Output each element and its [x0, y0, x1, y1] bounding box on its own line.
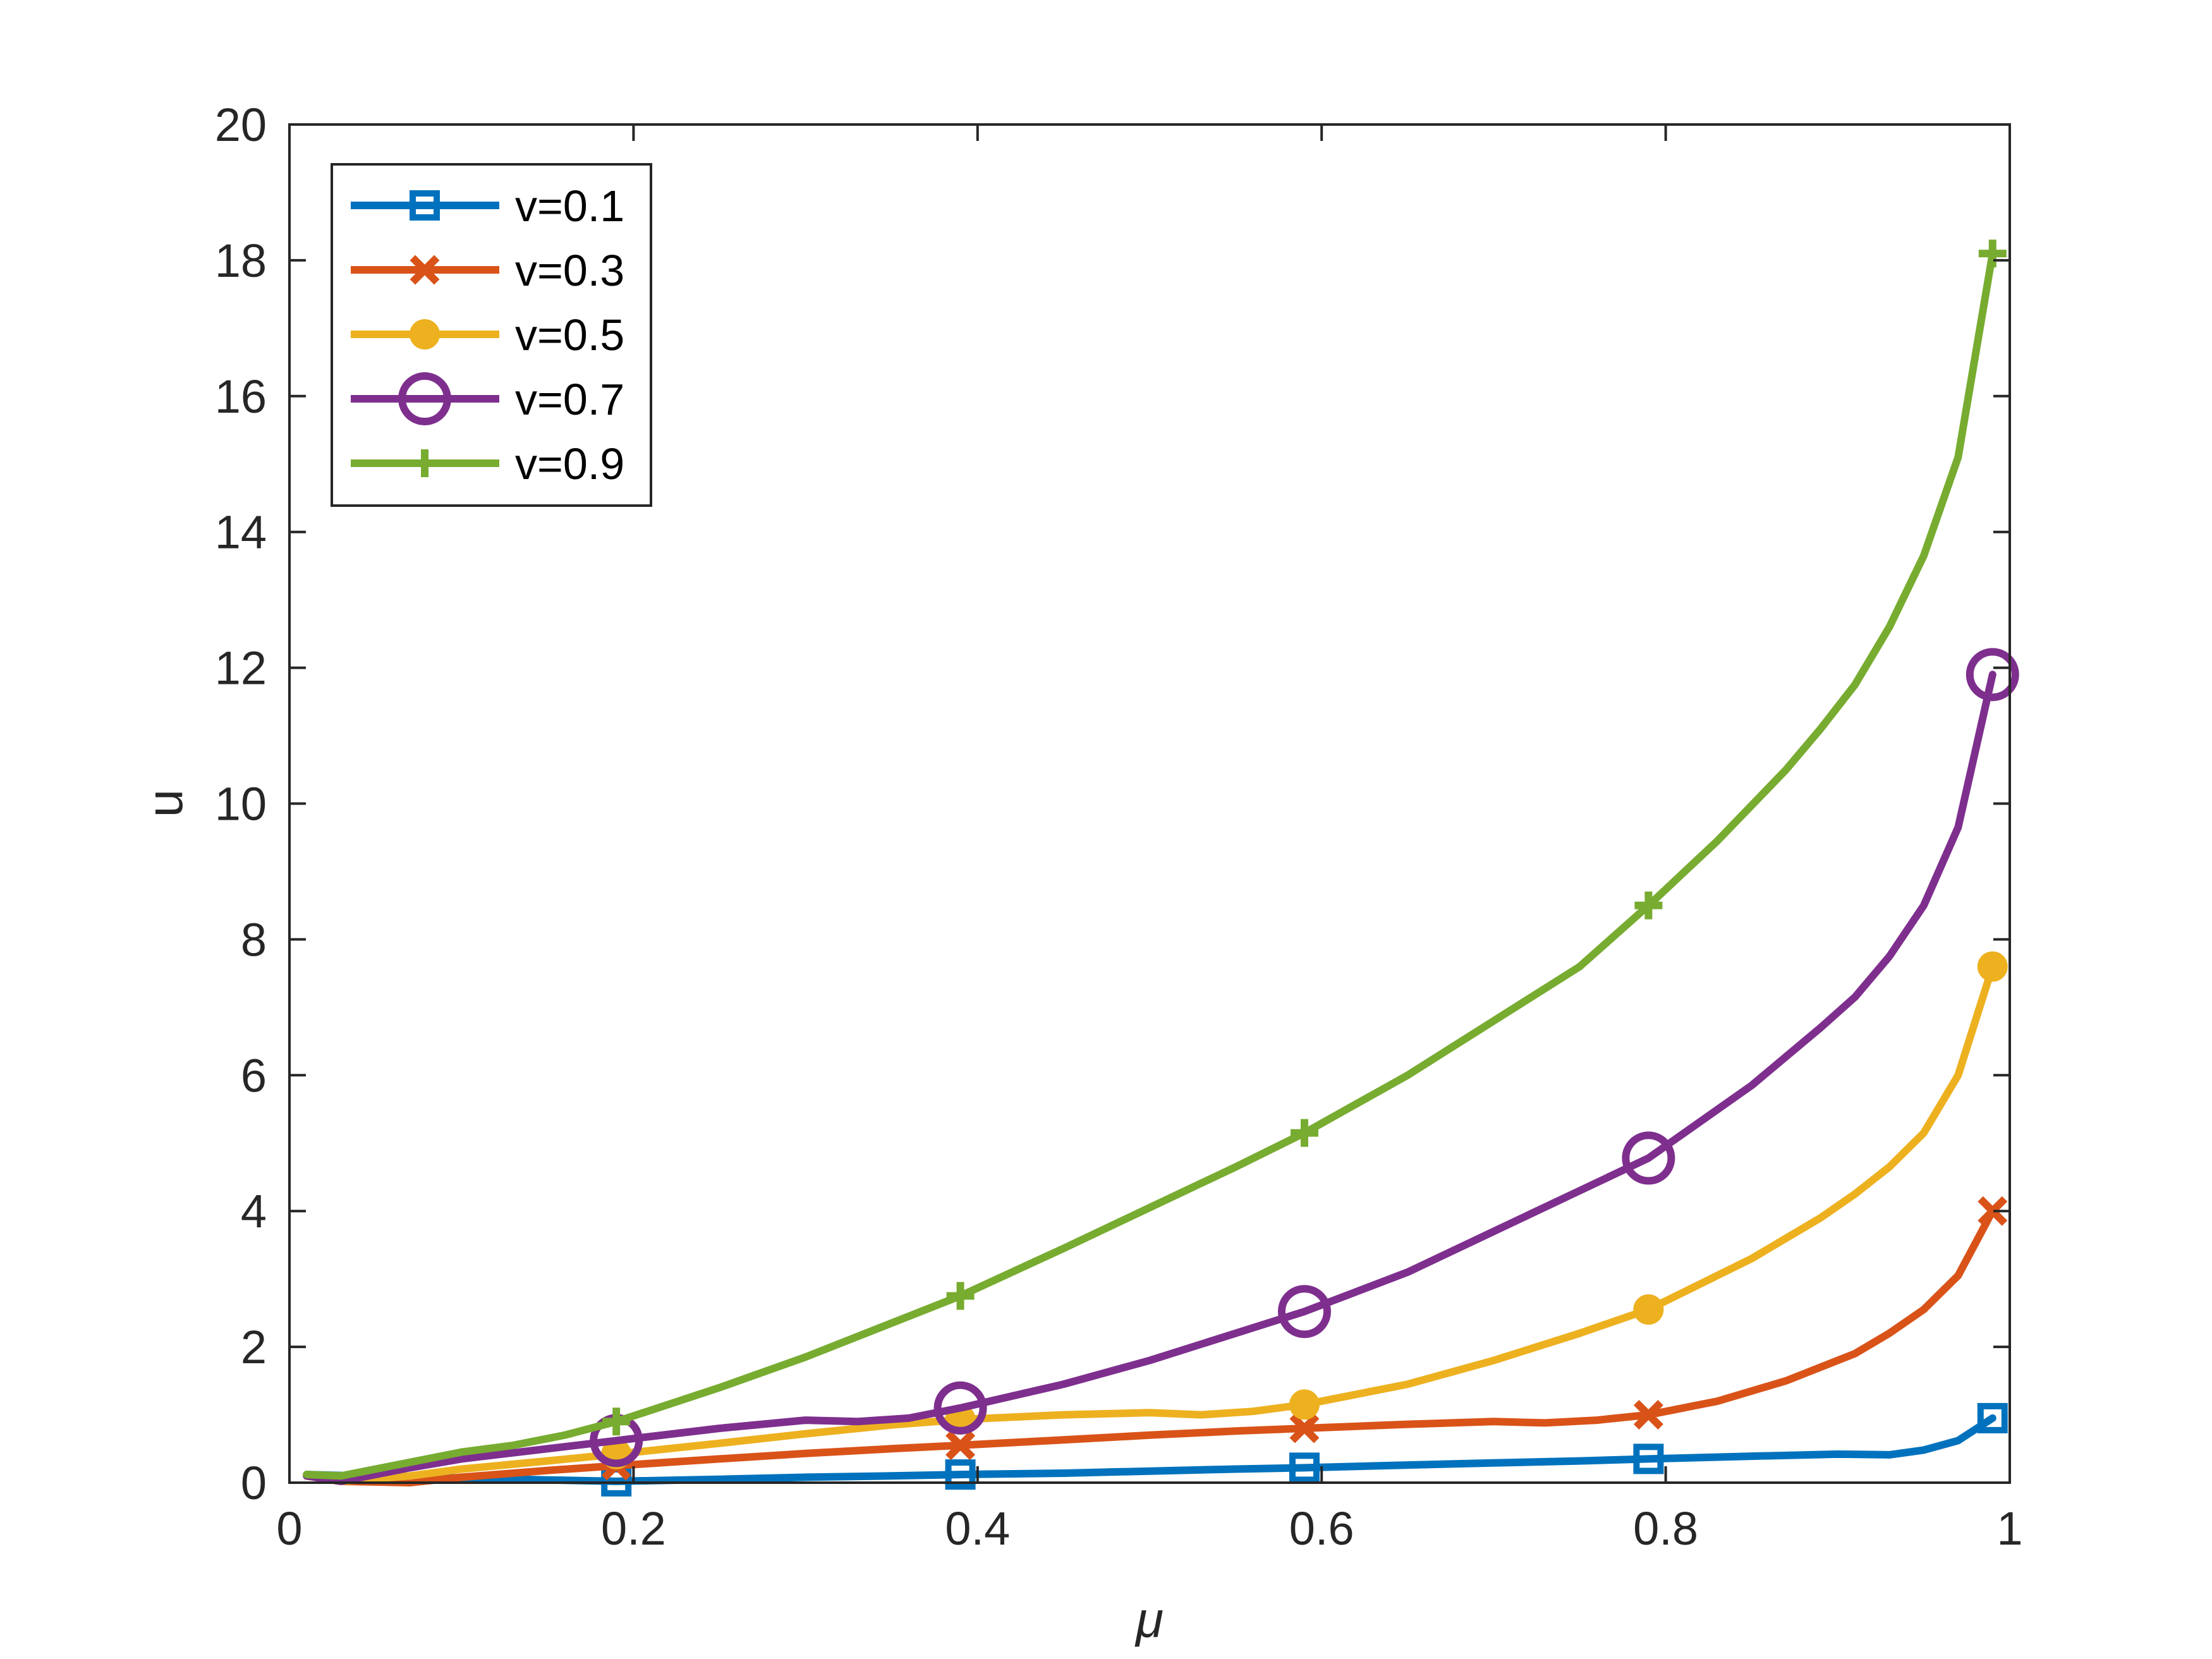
y-tick-label: 20: [215, 99, 267, 151]
data-point-marker: [1633, 1294, 1664, 1325]
data-point-marker: [1966, 648, 2019, 702]
series-line: [303, 250, 1996, 1480]
x-tick-label: 1: [1996, 1502, 2022, 1555]
y-tick-label: 10: [215, 778, 267, 830]
y-tick-label: 0: [241, 1457, 267, 1509]
series-line: [303, 671, 1996, 1485]
y-axis-title: u: [137, 789, 193, 818]
legend-label: v=0.3: [515, 246, 624, 295]
data-point-marker: [1622, 1131, 1675, 1185]
data-point-marker: [933, 1381, 987, 1435]
data-point-marker: [1977, 951, 2008, 982]
legend-label: v=0.7: [515, 375, 624, 424]
series-v=0.7: [303, 648, 2019, 1485]
x-tick-label: 0.8: [1633, 1502, 1698, 1555]
legend-entry: v=0.7: [351, 372, 624, 425]
legend-entry: v=0.3: [351, 246, 624, 295]
data-point-marker: [1977, 1402, 2008, 1433]
legend: v=0.1 v=0.3 v=0.5 v=0.7 v=0.9: [331, 163, 652, 507]
legend-marker: [410, 319, 440, 349]
legend-label: v=0.1: [515, 181, 624, 231]
data-point-marker: [946, 1282, 975, 1310]
data-point-marker: [1289, 1389, 1320, 1420]
legend-marker: [411, 449, 439, 477]
data-point-marker: [1634, 891, 1663, 920]
data-point-marker: [1290, 1119, 1318, 1147]
legend-label: v=0.9: [515, 439, 624, 489]
y-tick-label: 16: [215, 370, 267, 423]
data-point-marker: [1633, 1400, 1663, 1430]
data-point-marker: [945, 1430, 976, 1461]
series-line: [303, 963, 1996, 1485]
legend-entry: v=0.1: [351, 181, 624, 231]
series-line: [303, 1414, 1996, 1485]
y-tick-label: 4: [241, 1185, 267, 1237]
legend-entry: v=0.9: [351, 439, 624, 489]
y-tick-label: 18: [215, 234, 267, 287]
data-point-marker: [1978, 1196, 2008, 1226]
x-axis-title: μ: [1134, 1591, 1164, 1648]
data-point-marker: [1978, 240, 2007, 268]
legend-label: v=0.5: [515, 310, 624, 360]
x-tick-label: 0.4: [945, 1502, 1010, 1555]
series-v=0.1: [303, 1402, 2008, 1497]
data-point-marker: [1289, 1413, 1320, 1443]
series-v=0.9: [303, 240, 2007, 1480]
data-point-marker: [1277, 1285, 1331, 1339]
legend-marker: [410, 190, 440, 221]
data-point-marker: [1633, 1443, 1664, 1474]
series-line: [303, 1207, 1996, 1486]
legend-entry: v=0.5: [351, 310, 624, 360]
y-tick-label: 6: [241, 1049, 267, 1102]
legend-marker: [410, 255, 440, 285]
data-point-marker: [1289, 1452, 1320, 1483]
x-tick-label: 0.2: [601, 1502, 666, 1555]
data-point-marker: [602, 1407, 631, 1436]
data-point-marker: [945, 1459, 976, 1490]
x-tick-label: 0: [276, 1502, 302, 1555]
y-tick-label: 12: [215, 642, 267, 695]
series-layer: [303, 240, 2019, 1497]
y-tick-label: 8: [241, 913, 267, 966]
legend-marker: [398, 372, 451, 425]
y-tick-label: 14: [215, 506, 267, 559]
x-tick-label: 0.6: [1289, 1502, 1354, 1555]
y-tick-label: 2: [241, 1321, 267, 1373]
